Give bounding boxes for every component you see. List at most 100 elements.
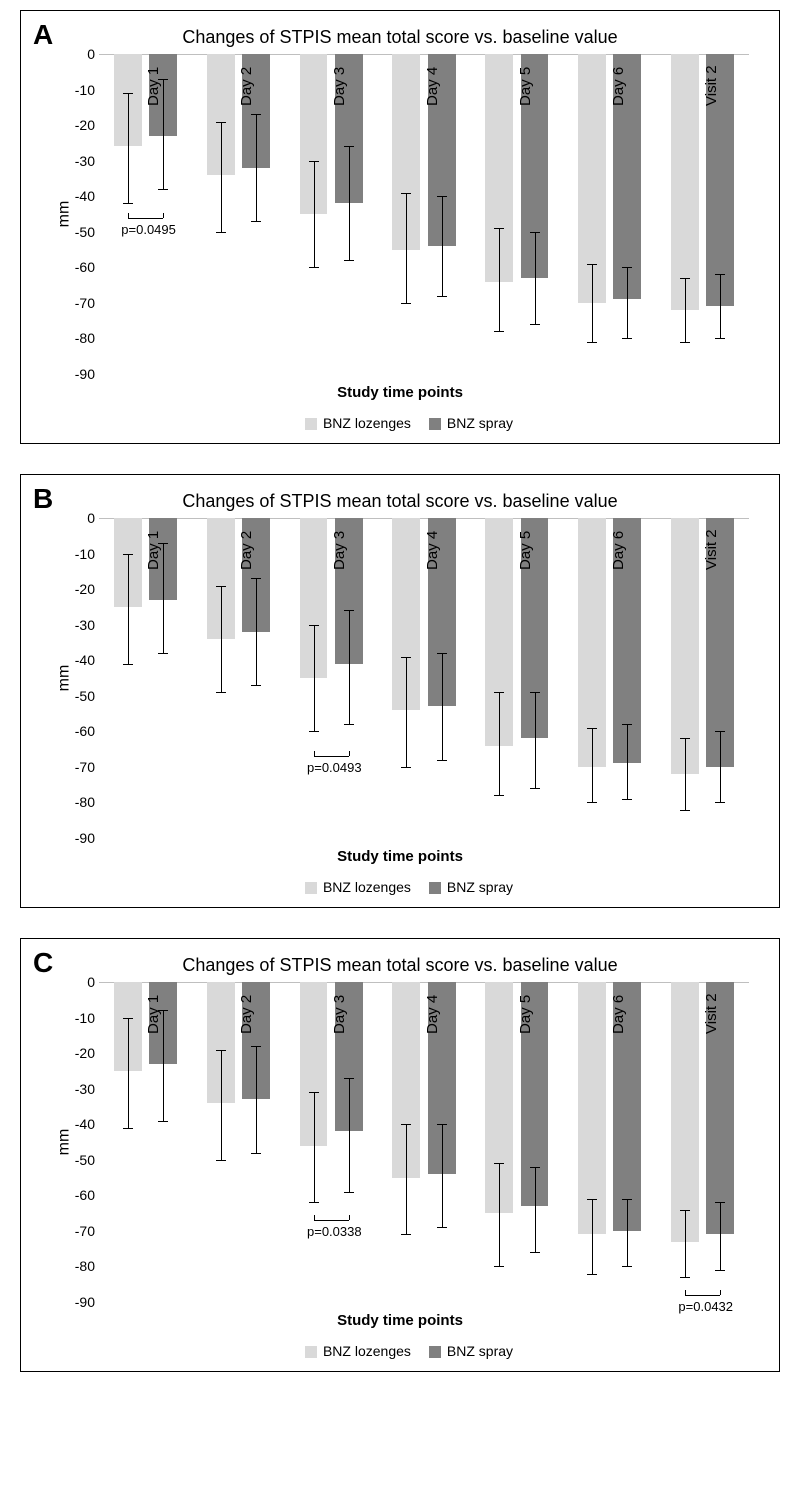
error-bar <box>592 1199 593 1274</box>
error-cap <box>622 267 632 268</box>
legend-label-lozenges: BNZ lozenges <box>323 415 411 431</box>
p-bracket <box>685 1295 720 1296</box>
p-value-label: p=0.0495 <box>121 222 176 237</box>
p-bracket <box>128 218 163 219</box>
category-label: Day 6 <box>610 531 627 570</box>
error-cap <box>715 1270 725 1271</box>
error-cap <box>587 1199 597 1200</box>
category-label: Day 1 <box>145 995 162 1034</box>
category-label: Day 2 <box>238 531 255 570</box>
error-cap <box>622 338 632 339</box>
error-cap <box>344 724 354 725</box>
error-bar <box>627 267 628 338</box>
error-cap <box>622 724 632 725</box>
error-bar <box>406 1124 407 1234</box>
error-cap <box>123 664 133 665</box>
error-cap <box>437 653 447 654</box>
category-label: Day 1 <box>145 531 162 570</box>
p-bracket-tick <box>314 751 315 756</box>
x-axis-label: Study time points <box>41 384 759 401</box>
error-cap <box>715 274 725 275</box>
error-cap <box>494 692 504 693</box>
error-bar <box>349 610 350 724</box>
category-label: Day 3 <box>331 67 348 106</box>
y-tick-label: -90 <box>55 830 95 846</box>
error-bar <box>720 731 721 802</box>
error-bar <box>442 653 443 760</box>
error-cap <box>587 728 597 729</box>
category-label: Day 4 <box>424 995 441 1034</box>
error-cap <box>401 657 411 658</box>
p-bracket <box>314 756 349 757</box>
legend-swatch-spray <box>429 418 441 430</box>
x-axis-label: Study time points <box>41 848 759 865</box>
error-cap <box>309 1202 319 1203</box>
error-bar <box>163 1010 164 1120</box>
error-bar <box>256 578 257 685</box>
error-bar <box>221 122 222 232</box>
legend-label-spray: BNZ spray <box>447 415 513 431</box>
y-tick-label: -50 <box>55 224 95 240</box>
error-bar <box>163 79 164 189</box>
error-cap <box>587 802 597 803</box>
category-label: Day 6 <box>610 995 627 1034</box>
error-cap <box>344 1192 354 1193</box>
error-bar <box>406 657 407 767</box>
error-bar <box>163 543 164 653</box>
error-cap <box>309 731 319 732</box>
error-cap <box>530 788 540 789</box>
error-cap <box>309 1092 319 1093</box>
error-bar <box>314 161 315 268</box>
y-tick-label: -40 <box>55 188 95 204</box>
p-bracket-tick <box>128 213 129 218</box>
category-label: Visit 2 <box>703 529 720 570</box>
legend-label-lozenges: BNZ lozenges <box>323 879 411 895</box>
error-cap <box>401 1124 411 1125</box>
y-tick-label: -60 <box>55 259 95 275</box>
error-bar <box>627 724 628 799</box>
panel-letter: B <box>33 483 53 515</box>
error-cap <box>680 342 690 343</box>
error-bar <box>499 228 500 331</box>
error-bar <box>535 692 536 788</box>
error-bar <box>499 692 500 795</box>
p-bracket-tick <box>720 1290 721 1295</box>
error-cap <box>251 685 261 686</box>
y-tick-label: -60 <box>55 1187 95 1203</box>
error-cap <box>216 586 226 587</box>
x-axis-label: Study time points <box>41 1312 759 1329</box>
error-bar <box>256 114 257 221</box>
y-tick-label: -60 <box>55 723 95 739</box>
y-tick-label: -20 <box>55 581 95 597</box>
error-cap <box>216 232 226 233</box>
panel-c: CChanges of STPIS mean total score vs. b… <box>20 938 780 1372</box>
error-cap <box>587 342 597 343</box>
chart-title: Changes of STPIS mean total score vs. ba… <box>41 491 759 512</box>
p-bracket-tick <box>314 1215 315 1220</box>
error-bar <box>128 93 129 203</box>
category-label: Day 2 <box>238 67 255 106</box>
bar-lozenges <box>578 982 606 1234</box>
y-tick-label: -70 <box>55 1223 95 1239</box>
legend: BNZ lozenges BNZ spray <box>41 415 759 431</box>
y-tick-label: -20 <box>55 117 95 133</box>
y-tick-label: -30 <box>55 617 95 633</box>
y-tick-label: -70 <box>55 759 95 775</box>
legend-swatch-lozenges <box>305 418 317 430</box>
category-label: Day 5 <box>517 995 534 1034</box>
p-bracket-tick <box>685 1290 686 1295</box>
chart-plot-area: mm0-10-20-30-40-50-60-70-80-90Day 1Day 2… <box>99 518 749 838</box>
y-tick-label: -50 <box>55 1152 95 1168</box>
error-cap <box>530 232 540 233</box>
error-cap <box>437 1124 447 1125</box>
category-label: Day 5 <box>517 531 534 570</box>
panel-a: AChanges of STPIS mean total score vs. b… <box>20 10 780 444</box>
error-bar <box>442 196 443 296</box>
error-cap <box>680 738 690 739</box>
panel-letter: C <box>33 947 53 979</box>
error-cap <box>123 93 133 94</box>
y-tick-label: -90 <box>55 366 95 382</box>
panel-b: BChanges of STPIS mean total score vs. b… <box>20 474 780 908</box>
error-cap <box>494 1266 504 1267</box>
error-bar <box>685 738 686 809</box>
